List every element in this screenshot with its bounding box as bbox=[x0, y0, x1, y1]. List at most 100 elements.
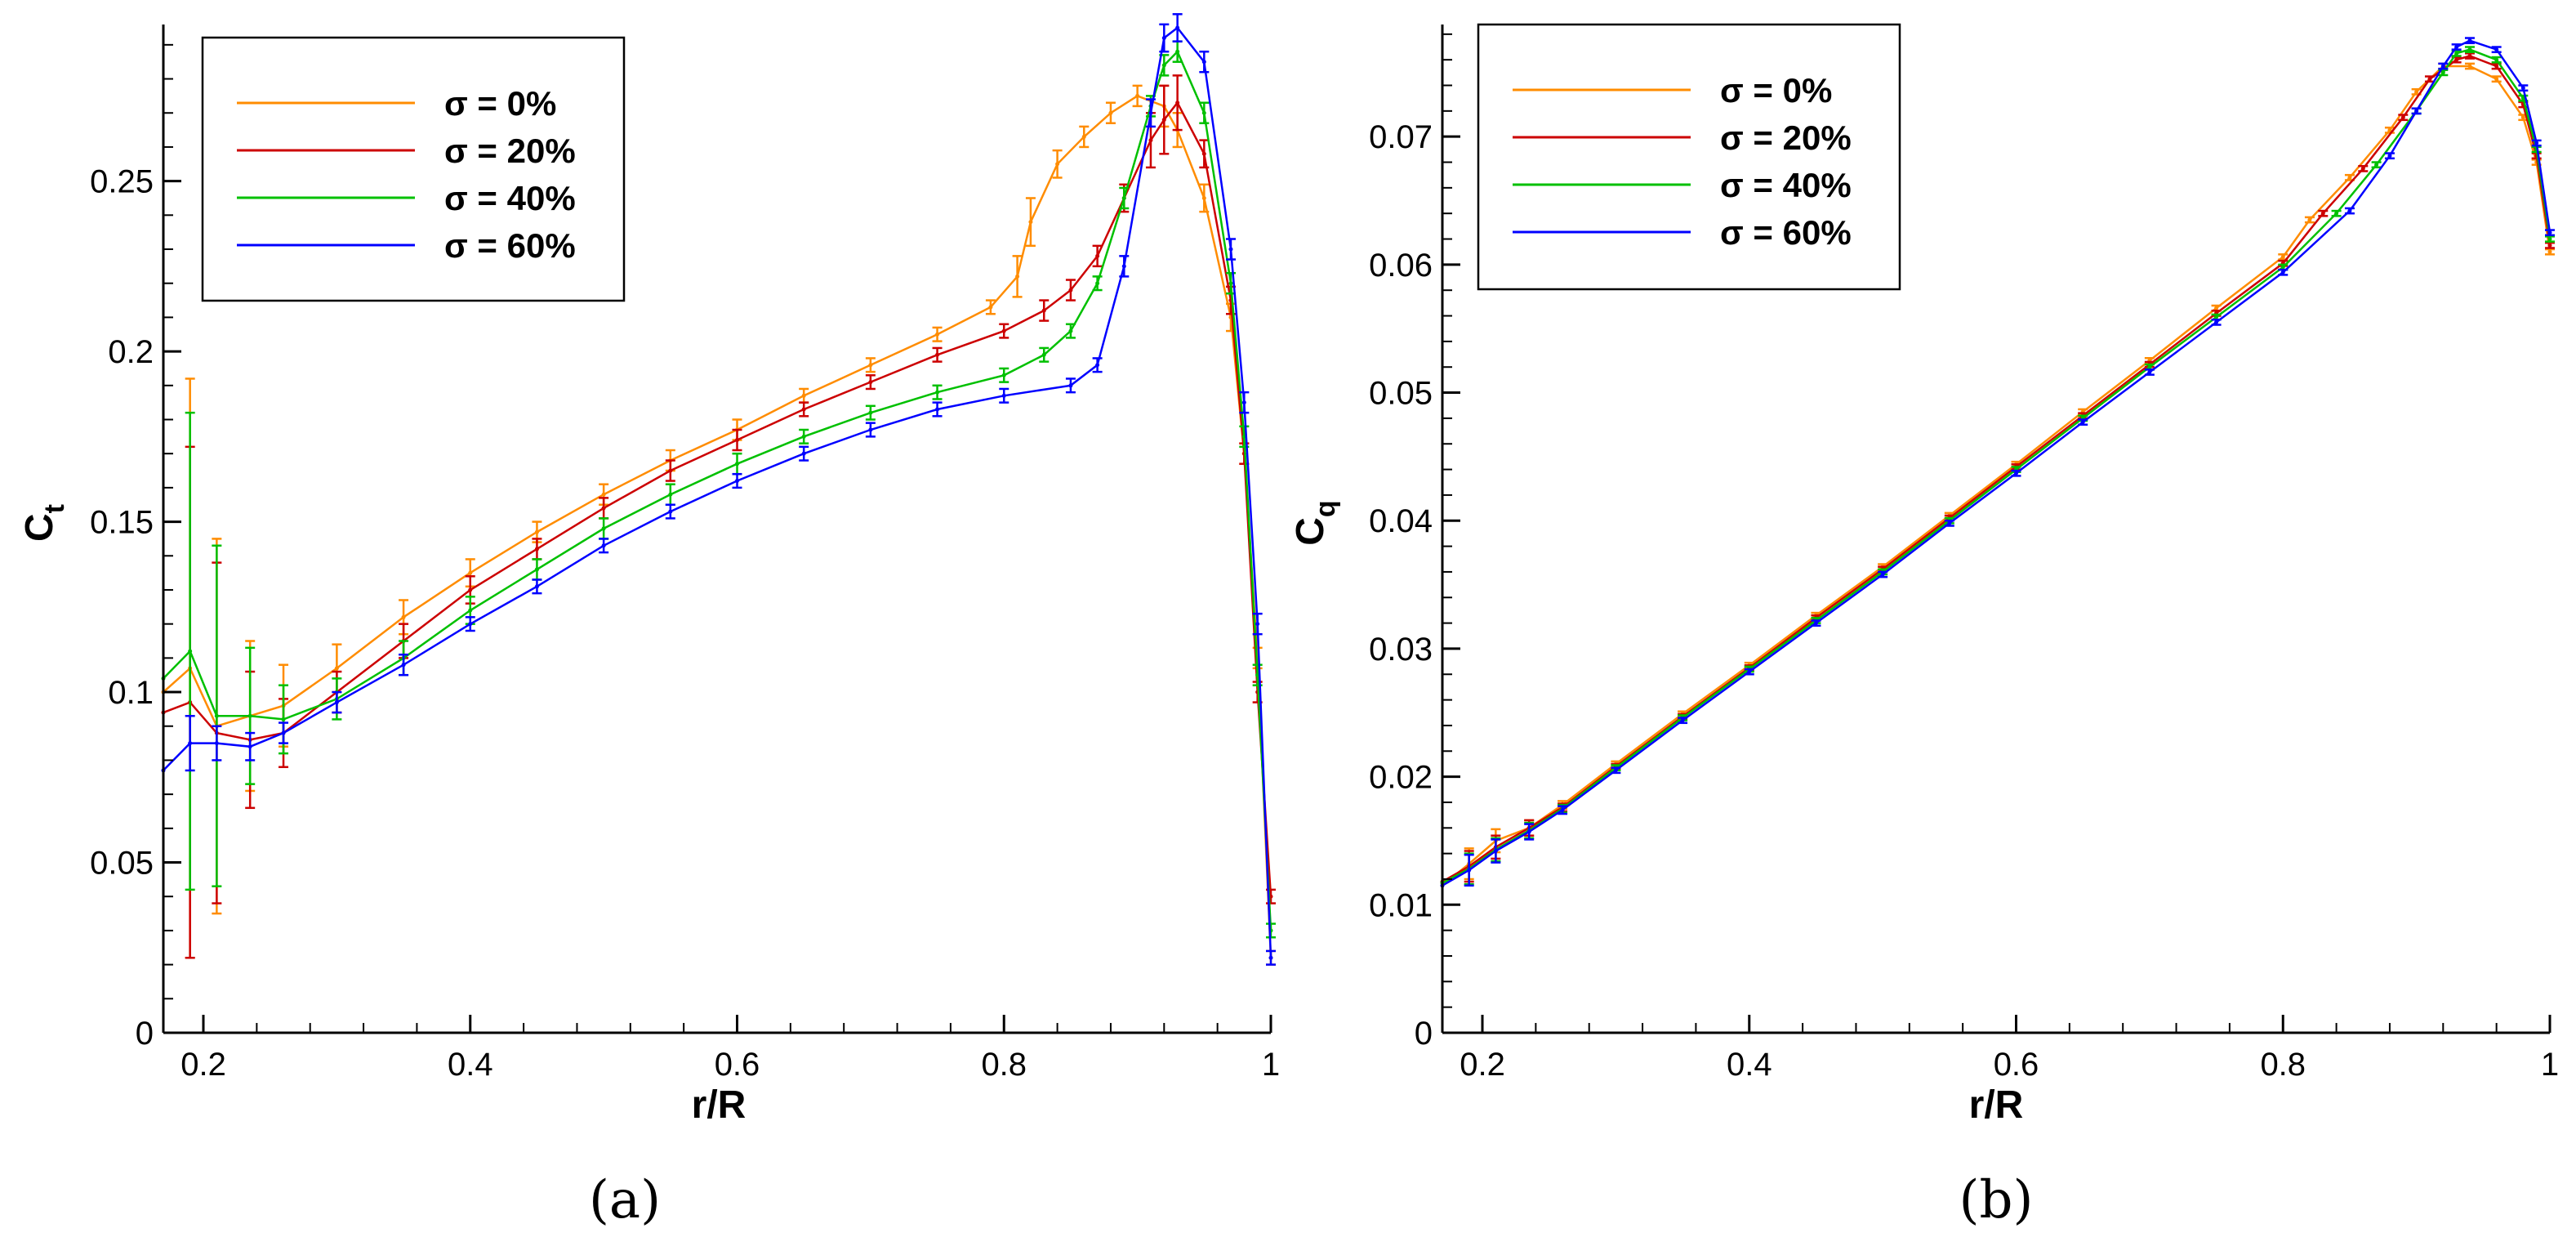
data-point bbox=[801, 434, 806, 439]
data-point bbox=[1175, 25, 1180, 30]
data-point bbox=[247, 713, 252, 718]
data-point bbox=[2467, 47, 2472, 52]
data-point bbox=[1201, 110, 1206, 115]
y-tick-label: 0.03 bbox=[1369, 632, 1433, 668]
series-3 bbox=[161, 13, 1276, 966]
panel-b-ylabel: Cq bbox=[1289, 500, 1341, 545]
data-point bbox=[1201, 60, 1206, 65]
data-point bbox=[534, 567, 539, 572]
x-tick-label: 0.8 bbox=[981, 1047, 1027, 1083]
data-point bbox=[668, 492, 673, 497]
data-point bbox=[1001, 393, 1006, 398]
data-point bbox=[2214, 306, 2219, 310]
panel-b-chart: 0 0.01 0.02 0.03 0.04 0.05 0.06 0.07 0.2 0.4 0.6 0.… bbox=[1289, 23, 2559, 1230]
y-tick-label: 0.25 bbox=[90, 164, 154, 200]
legend-entry: σ = 0% bbox=[444, 84, 556, 123]
data-point bbox=[2467, 64, 2472, 69]
data-point bbox=[188, 741, 193, 746]
data-point bbox=[281, 730, 286, 735]
data-point bbox=[1560, 807, 1565, 812]
x-tick-label: 0.2 bbox=[180, 1047, 226, 1083]
data-point bbox=[801, 407, 806, 412]
data-point bbox=[2080, 420, 2085, 425]
data-point bbox=[2547, 237, 2552, 242]
data-point bbox=[1880, 572, 1885, 577]
panel-a-chart: 0 0.05 0.1 0.15 0.2 0.25 0.2 0.4 0.6 0.8 1 σ = 0% σ… bbox=[18, 13, 1280, 1230]
y-tick-label: 0.04 bbox=[1369, 503, 1433, 539]
legend-box bbox=[1477, 23, 1901, 291]
series-line bbox=[1442, 55, 2551, 883]
data-point bbox=[2334, 211, 2339, 216]
data-point bbox=[2520, 115, 2525, 120]
data-point bbox=[2147, 364, 2152, 369]
y-tick-label: 0.02 bbox=[1369, 760, 1433, 796]
data-point bbox=[2414, 89, 2419, 94]
data-point bbox=[214, 741, 219, 746]
legend-entry: σ = 60% bbox=[444, 226, 576, 265]
data-point bbox=[2307, 217, 2312, 222]
data-point bbox=[214, 713, 219, 718]
data-point bbox=[868, 427, 873, 432]
data-point bbox=[2494, 77, 2499, 82]
data-point bbox=[401, 614, 406, 619]
data-point bbox=[401, 663, 406, 668]
data-point bbox=[188, 649, 193, 654]
y-tick-label: 0 bbox=[136, 1016, 154, 1052]
data-point bbox=[1526, 829, 1531, 834]
data-point bbox=[1148, 138, 1153, 143]
data-point bbox=[1161, 63, 1166, 68]
data-point bbox=[2320, 211, 2325, 216]
data-point bbox=[2387, 154, 2392, 159]
data-point bbox=[2147, 369, 2152, 374]
data-point bbox=[468, 608, 473, 613]
data-point bbox=[1493, 849, 1498, 854]
data-point bbox=[935, 332, 940, 337]
y-tick-label: 0.06 bbox=[1369, 248, 1433, 284]
data-point bbox=[601, 506, 606, 511]
x-tick-label: 0.4 bbox=[448, 1047, 493, 1083]
data-point bbox=[468, 587, 473, 592]
data-point bbox=[735, 462, 740, 467]
x-tick-label: 1 bbox=[2541, 1047, 2559, 1083]
data-point bbox=[868, 380, 873, 385]
y-tick-label: 0.1 bbox=[108, 675, 154, 711]
series-line bbox=[163, 100, 1272, 897]
y-tick-label: 0.15 bbox=[90, 505, 154, 541]
series-line bbox=[1442, 39, 2551, 887]
data-point bbox=[2547, 230, 2552, 235]
x-tick-label: 0.6 bbox=[1994, 1047, 2039, 1083]
y-tick-label: 0.05 bbox=[1369, 376, 1433, 412]
data-point bbox=[2427, 77, 2432, 82]
data-point bbox=[247, 744, 252, 749]
data-point bbox=[1068, 328, 1073, 333]
data-point bbox=[2280, 270, 2285, 275]
y-tick-label: 0.07 bbox=[1369, 119, 1433, 155]
data-point bbox=[2494, 47, 2499, 52]
data-point bbox=[1228, 247, 1233, 252]
data-point bbox=[668, 509, 673, 514]
data-point bbox=[735, 479, 740, 484]
data-point bbox=[1095, 253, 1100, 258]
data-point bbox=[601, 492, 606, 497]
data-point bbox=[2467, 38, 2472, 43]
data-point bbox=[1241, 400, 1246, 405]
x-tick-label: 0.2 bbox=[1460, 1047, 1505, 1083]
data-point bbox=[1135, 93, 1140, 98]
data-point bbox=[1055, 162, 1060, 167]
data-point bbox=[2534, 141, 2539, 145]
y-tick-label: 0.05 bbox=[90, 846, 154, 882]
data-point bbox=[1813, 621, 1818, 626]
panel-a-xlabel: r/R bbox=[692, 1083, 747, 1127]
y-tick-label: 0.2 bbox=[108, 334, 154, 370]
data-point bbox=[2414, 109, 2419, 114]
data-point bbox=[935, 390, 940, 395]
data-point bbox=[1108, 110, 1113, 115]
x-tick-label: 0.6 bbox=[715, 1047, 760, 1083]
data-point bbox=[801, 451, 806, 456]
data-point bbox=[1068, 288, 1073, 293]
x-tick-label: 1 bbox=[1262, 1047, 1280, 1083]
data-point bbox=[1161, 118, 1166, 123]
legend-entry: σ = 40% bbox=[444, 179, 576, 217]
data-point bbox=[2440, 64, 2445, 69]
data-point bbox=[2494, 64, 2499, 69]
